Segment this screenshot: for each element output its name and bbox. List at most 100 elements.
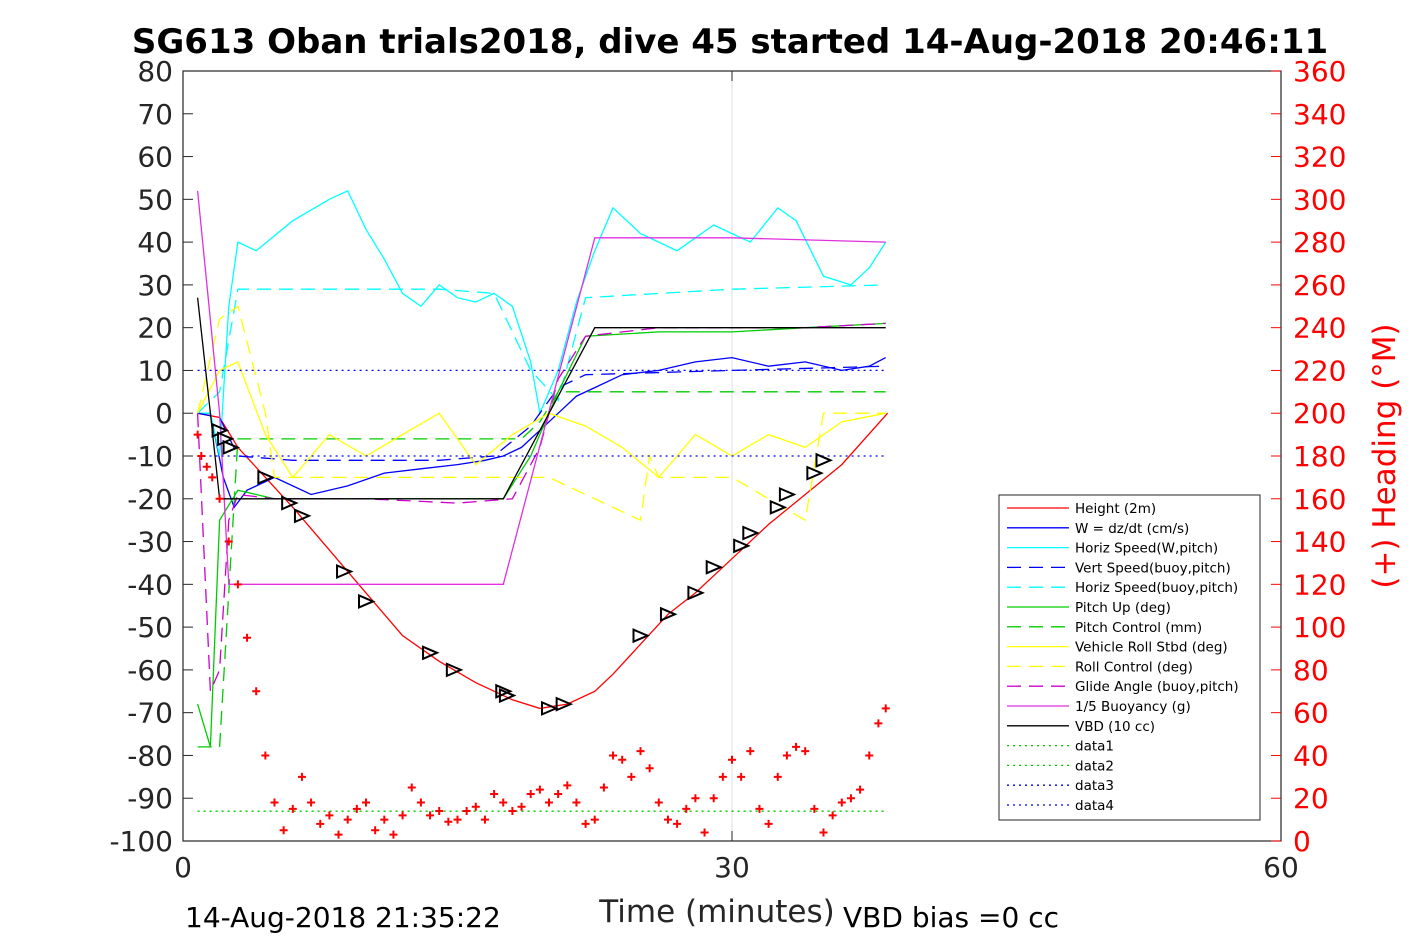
heading-marker (407, 783, 416, 792)
y-axis-left: 80 70 60 50 40 30 20 10 0 -10 -20 -30 -40 -50 -60 -70 -8… (109, 55, 193, 858)
y-tick-label: -60 (127, 654, 173, 687)
legend-label: Pitch Up (deg) (1075, 600, 1171, 616)
heading-marker (297, 772, 306, 781)
y-tick-label: -90 (127, 782, 173, 815)
heading-marker (755, 804, 764, 813)
heading-marker (352, 804, 361, 813)
heading-marker (208, 473, 217, 482)
x-tick-label: 60 (1263, 851, 1299, 884)
legend-label: W = dz/dt (cm/s) (1075, 521, 1189, 537)
dive-triangle-marker (687, 585, 705, 601)
series-line-4 (197, 284, 886, 414)
y2-tick-label: 0 (1293, 825, 1311, 858)
series-line-1 (197, 356, 887, 509)
heading-marker (874, 719, 883, 728)
y-tick-label: -70 (127, 697, 173, 730)
legend-label: Horiz Speed(W,pitch) (1075, 541, 1218, 557)
heading-marker (563, 781, 572, 790)
heading-marker (197, 452, 206, 460)
heading-marker (334, 830, 343, 839)
dive-triangle-marker (555, 696, 574, 712)
legend-label: 1/5 Buoyancy (g) (1075, 699, 1191, 715)
legend-label: data3 (1075, 778, 1114, 794)
legend-label: Height (2m) (1075, 501, 1156, 517)
y-tick-label: -100 (109, 825, 173, 858)
heading-marker (545, 798, 553, 807)
x-tick-label: 30 (714, 851, 750, 884)
y2-tick-label: 340 (1293, 98, 1346, 131)
heading-marker (645, 764, 654, 773)
legend-label: data2 (1075, 758, 1114, 774)
y-tick-label: 50 (137, 183, 173, 216)
heading-marker (581, 819, 590, 828)
y2-tick-label: 40 (1293, 739, 1329, 772)
heading-marker (746, 747, 755, 756)
heading-marker (215, 494, 224, 503)
legend-label: Vert Speed(buoy,pitch) (1075, 560, 1231, 576)
heading-marker (709, 794, 718, 803)
heading-marker (517, 802, 526, 811)
y-tick-label: -50 (127, 611, 173, 644)
heading-marker (819, 828, 828, 837)
series-line-5 (196, 322, 886, 748)
y2-axis-label: (+) Heading (°M) (1367, 323, 1403, 588)
y-tick-label: 60 (137, 141, 173, 174)
y2-tick-label: 280 (1293, 226, 1346, 259)
heading-marker (764, 819, 773, 828)
heading-marker (663, 815, 672, 824)
y-tick-label: 70 (137, 98, 173, 131)
legend-label: Roll Control (deg) (1075, 659, 1193, 675)
y2-tick-label: 60 (1293, 697, 1329, 730)
dive-triangle-marker (778, 486, 797, 503)
heading-marker (792, 742, 801, 751)
y-tick-label: 20 (137, 312, 173, 345)
heading-marker (193, 430, 202, 439)
heading-marker (380, 815, 389, 824)
series-line-7 (197, 361, 886, 479)
footer-timestamp: 14-Aug-2018 21:35:22 (185, 901, 501, 934)
legend-label: Glide Angle (buoy,pitch) (1075, 679, 1239, 695)
legend-box (998, 494, 1261, 821)
heading-marker (700, 828, 709, 837)
heading-marker (389, 830, 398, 839)
heading-marker (526, 789, 535, 798)
heading-marker (627, 772, 636, 781)
heading-marker (202, 462, 211, 471)
heading-marker (654, 798, 663, 807)
heading-marker (673, 819, 682, 828)
y2-tick-label: 160 (1293, 483, 1346, 516)
series-line-11 (196, 297, 886, 500)
heading-marker (343, 815, 352, 824)
y2-tick-label: 240 (1293, 312, 1346, 345)
heading-marker (362, 798, 370, 807)
series-line-0 (197, 412, 889, 710)
y-tick-label: 0 (155, 397, 173, 430)
heading-marker (535, 785, 544, 794)
y-tick-label: 10 (137, 354, 173, 387)
y-axis-right: 3603403203002802602402202001801601401201… (1271, 55, 1346, 858)
heading-marker (270, 798, 279, 807)
heading-marker (307, 798, 316, 807)
series-line-10 (196, 190, 886, 585)
legend-label: Horiz Speed(buoy,pitch) (1075, 580, 1238, 596)
dive-triangle-marker (422, 645, 440, 661)
legend-label: data1 (1075, 739, 1114, 755)
chart-title: SG613 Oban trials2018, dive 45 started 1… (132, 22, 1328, 62)
y-tick-label: -30 (127, 526, 173, 559)
y2-tick-label: 180 (1293, 440, 1346, 473)
heading-marker (636, 747, 645, 756)
heading-marker (846, 794, 855, 803)
heading-marker (782, 751, 791, 760)
heading-marker (718, 772, 727, 781)
x-axis-label: Time (minutes) (598, 894, 834, 930)
series-layer (196, 189, 889, 812)
heading-marker (316, 819, 325, 828)
heading-marker (618, 755, 627, 764)
y-tick-label: 40 (137, 226, 173, 259)
series-line-3 (197, 365, 886, 461)
y2-tick-label: 20 (1293, 782, 1329, 815)
heading-marker (728, 755, 736, 764)
heading-marker (737, 772, 746, 781)
series-line-8 (196, 305, 886, 522)
legend: Height (2m) W = dz/dt (cm/s) Horiz Speed(W… (998, 494, 1261, 821)
